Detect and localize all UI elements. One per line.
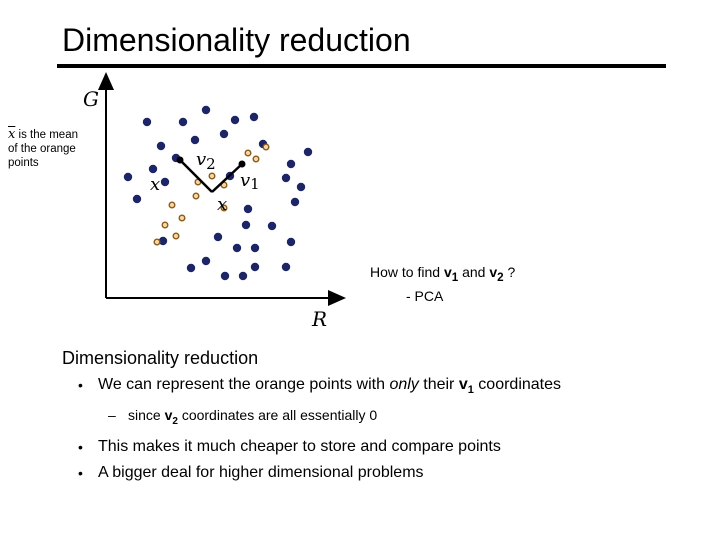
blue-point	[249, 112, 259, 122]
blue-point	[171, 153, 181, 163]
orange-point	[153, 238, 161, 246]
blue-point	[296, 182, 306, 192]
blue-point	[290, 197, 300, 207]
blue-point	[225, 171, 235, 181]
orange-point	[252, 155, 260, 163]
pca-question: How to find v1 and v2 ? - PCA	[370, 263, 515, 306]
blue-point	[186, 263, 196, 273]
blue-point	[219, 129, 229, 139]
v1-label: v1	[240, 170, 260, 193]
blue-point	[258, 139, 268, 149]
blue-point	[190, 135, 200, 145]
blue-point	[243, 204, 253, 214]
blue-point	[123, 172, 133, 182]
blue-point	[303, 147, 313, 157]
mean-note-line-3: points	[8, 157, 39, 169]
axis-g-label: G	[83, 87, 99, 111]
vector-tip-dot	[238, 160, 246, 168]
axis-r-label: R	[311, 307, 327, 331]
blue-point	[281, 262, 291, 272]
orange-point	[220, 204, 228, 212]
blue-point	[201, 105, 211, 115]
mean-note: x is the mean of the orange points	[8, 128, 78, 170]
blue-point	[267, 221, 277, 231]
mean-note-line-2: of the orange	[8, 143, 76, 155]
blue-point	[241, 220, 251, 230]
blue-point	[281, 173, 291, 183]
bullet-cheaper: This makes it much cheaper to store and …	[78, 436, 561, 458]
blue-point	[232, 243, 242, 253]
blue-point	[213, 232, 223, 242]
orange-point	[168, 201, 176, 209]
blue-point	[250, 243, 260, 253]
orange-point	[208, 172, 216, 180]
blue-point	[148, 164, 158, 174]
question-text: How to find v1 and v2 ?	[370, 264, 516, 284]
blue-point	[142, 117, 152, 127]
v2-vector	[179, 159, 213, 193]
section-heading: Dimensionality reduction	[62, 348, 259, 368]
blue-point	[286, 159, 296, 169]
orange-point	[194, 178, 202, 186]
orange-point	[244, 149, 252, 157]
mean-note-line-1: is the mean	[18, 129, 78, 141]
blue-point	[230, 115, 240, 125]
x-point-label: x	[217, 194, 227, 215]
blue-point	[250, 262, 260, 272]
title-underline	[57, 64, 666, 68]
blue-point	[238, 271, 248, 281]
blue-point	[286, 237, 296, 247]
blue-point	[156, 141, 166, 151]
orange-point	[220, 181, 228, 189]
v1-vector	[211, 163, 243, 193]
blue-point	[132, 194, 142, 204]
blue-point	[220, 271, 230, 281]
points-layer	[123, 105, 313, 281]
blue-point	[201, 256, 211, 266]
xbar-point-label: x	[150, 174, 160, 195]
bullet-represent: We can represent the orange points with …	[78, 374, 561, 401]
slide-title: Dimensionality reduction	[62, 22, 411, 58]
blue-point	[178, 117, 188, 127]
orange-point	[161, 221, 169, 229]
orange-point	[192, 192, 200, 200]
orange-point	[172, 232, 180, 240]
sub-bullet-v2: since v2 coordinates are all essentially…	[98, 405, 561, 432]
question-answer: - PCA	[406, 287, 444, 304]
bullet-list: We can represent the orange points with …	[78, 374, 561, 488]
v2-label: v2	[196, 149, 216, 173]
orange-point	[178, 214, 186, 222]
vector-tip-dot	[176, 156, 184, 164]
blue-point	[158, 236, 168, 246]
blue-point	[160, 177, 170, 187]
bullet-higher-dim: A bigger deal for higher dimensional pro…	[78, 462, 561, 484]
orange-point	[262, 143, 270, 151]
mean-symbol: x	[8, 127, 16, 142]
